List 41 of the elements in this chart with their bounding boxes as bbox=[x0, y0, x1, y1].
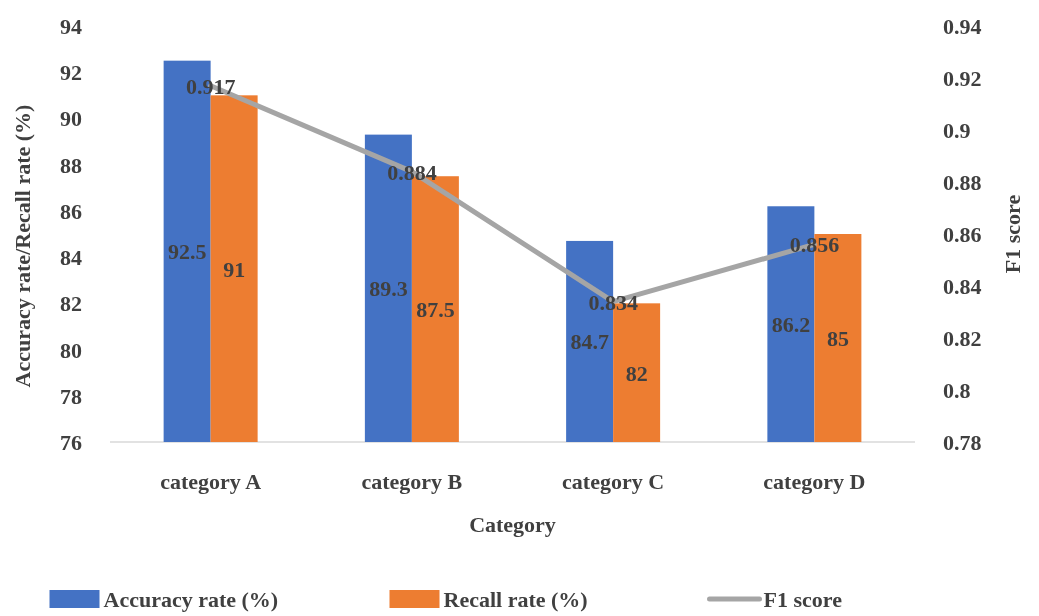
data-label: 0.834 bbox=[588, 289, 638, 315]
y-tick-label: 82 bbox=[60, 291, 82, 317]
y2-tick-label: 0.8 bbox=[943, 378, 971, 403]
y2-tick-label: 0.88 bbox=[943, 170, 982, 195]
x-axis-title: Category bbox=[469, 512, 556, 537]
data-label: 82 bbox=[625, 360, 648, 386]
y2-tick-label: 0.92 bbox=[943, 66, 982, 91]
x-tick-label: category A bbox=[160, 469, 262, 494]
y-tick-label: 92 bbox=[60, 60, 82, 86]
y-tick-label: 76 bbox=[60, 430, 82, 455]
data-label: 89.3 bbox=[369, 276, 408, 302]
y2-tick-label: 0.82 bbox=[943, 326, 982, 351]
x-tick-label: category D bbox=[763, 469, 866, 494]
y-tick-label: 84 bbox=[60, 245, 82, 271]
y-axis-title: Accuracy rate/Recall rate (%) bbox=[10, 104, 35, 388]
y2-tick-label: 0.94 bbox=[943, 14, 982, 39]
y2-axis-title: F1 score bbox=[1000, 194, 1025, 274]
data-label: 91 bbox=[223, 256, 246, 282]
data-label: 87.5 bbox=[416, 297, 455, 323]
x-tick-label: category C bbox=[562, 469, 665, 494]
data-label: 84.7 bbox=[570, 329, 609, 355]
y-tick-label: 78 bbox=[60, 383, 82, 409]
legend-label: F1 score bbox=[763, 587, 843, 612]
y2-tick-label: 0.9 bbox=[943, 118, 971, 143]
y-tick-label: 94 bbox=[60, 14, 82, 39]
y2-tick-label: 0.78 bbox=[943, 430, 982, 455]
y-tick-label: 80 bbox=[60, 337, 82, 363]
data-label: 0.856 bbox=[789, 232, 840, 258]
y2-tick-label: 0.84 bbox=[943, 274, 982, 299]
y2-tick-label: 0.86 bbox=[943, 222, 982, 247]
data-label: 0.917 bbox=[185, 73, 236, 99]
data-label: 92.5 bbox=[167, 239, 207, 265]
y-tick-label: 86 bbox=[60, 198, 82, 224]
legend-label: Accuracy rate (%) bbox=[103, 587, 279, 612]
x-tick-label: category B bbox=[361, 469, 463, 494]
data-label: 0.884 bbox=[387, 159, 437, 185]
data-label: 86.2 bbox=[771, 312, 811, 338]
y-tick-label: 88 bbox=[60, 152, 82, 178]
legend-label: Recall rate (%) bbox=[443, 587, 588, 612]
data-label: 85 bbox=[826, 326, 849, 351]
y-tick-label: 90 bbox=[60, 106, 82, 132]
